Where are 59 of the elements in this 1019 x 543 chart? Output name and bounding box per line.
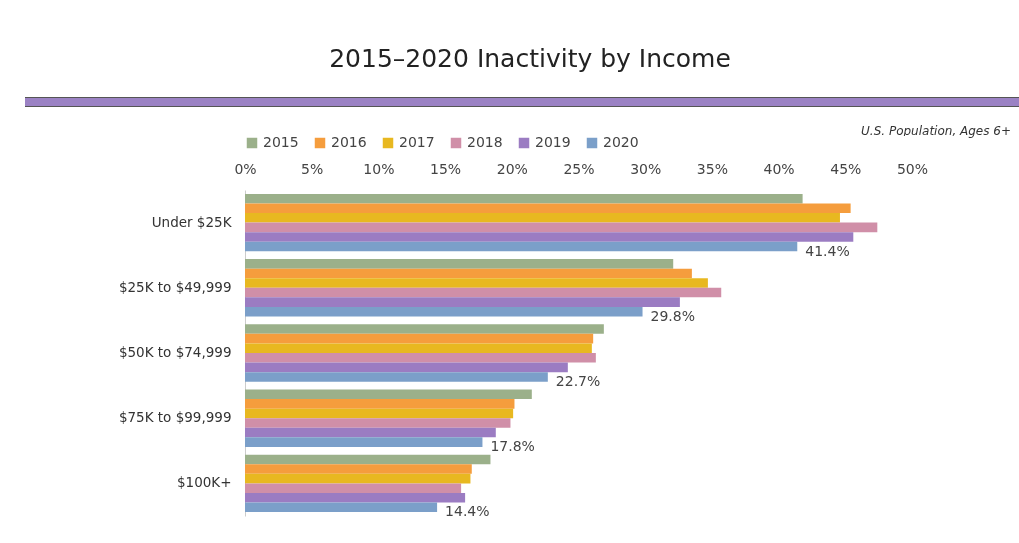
bar bbox=[245, 193, 803, 204]
bar bbox=[245, 343, 592, 353]
bar bbox=[245, 222, 878, 233]
bar bbox=[245, 324, 604, 334]
data-label: 17.8% bbox=[490, 438, 535, 455]
x-tick-label: 25% bbox=[563, 160, 595, 177]
x-tick-label: 40% bbox=[763, 160, 795, 177]
bar bbox=[245, 473, 471, 484]
data-label: 29.8% bbox=[650, 307, 696, 324]
y-tick-label: $100K+ bbox=[176, 474, 232, 491]
bar bbox=[245, 389, 532, 400]
data-label: 14.4% bbox=[445, 503, 490, 520]
y-tick-label: $25K to $49,999 bbox=[118, 278, 232, 295]
bar bbox=[245, 333, 594, 344]
y-tick-label: $75K to $99,999 bbox=[118, 409, 232, 426]
bar bbox=[245, 241, 798, 252]
x-tick-label: 50% bbox=[896, 160, 929, 177]
bar bbox=[245, 203, 851, 214]
x-tick-label: 10% bbox=[363, 160, 395, 177]
x-tick-label: 35% bbox=[696, 160, 728, 177]
legend-label: 2018 bbox=[467, 134, 503, 150]
bar bbox=[245, 437, 483, 447]
legend-label: 2019 bbox=[535, 134, 571, 150]
x-tick-label: 0% bbox=[234, 160, 257, 177]
bar bbox=[245, 306, 643, 317]
x-tick-label: 20% bbox=[496, 160, 528, 177]
legend-label: 2016 bbox=[331, 134, 367, 150]
chart-subtitle: U.S. Population, Ages 6+ bbox=[861, 124, 1011, 138]
bar bbox=[245, 492, 466, 503]
legend-label: 2020 bbox=[603, 134, 639, 150]
bar bbox=[245, 408, 514, 419]
x-tick-label: 45% bbox=[830, 160, 862, 177]
bar bbox=[245, 278, 708, 288]
bar bbox=[245, 418, 511, 428]
y-tick-label: $50K to $74,999 bbox=[118, 344, 232, 360]
bar bbox=[245, 399, 515, 409]
bar bbox=[245, 372, 548, 382]
x-tick-label: 5% bbox=[301, 160, 324, 177]
bar bbox=[245, 213, 840, 223]
x-tick-label: 15% bbox=[430, 160, 462, 177]
chart-title: 2015–2020 Inactivity by Income bbox=[328, 44, 732, 73]
bar bbox=[245, 268, 692, 279]
bar bbox=[245, 353, 596, 363]
x-tick-label: 30% bbox=[630, 160, 662, 177]
legend-label: 2015 bbox=[263, 134, 299, 150]
bar bbox=[245, 297, 680, 307]
y-tick-label: Under $25K bbox=[151, 213, 233, 230]
bar bbox=[245, 464, 472, 474]
bar bbox=[245, 502, 438, 513]
data-label: 41.4% bbox=[805, 242, 850, 259]
legend-label: 2017 bbox=[399, 134, 435, 150]
data-label: 22.7% bbox=[555, 372, 601, 389]
bar bbox=[245, 454, 491, 465]
bar bbox=[245, 287, 722, 298]
bar bbox=[245, 259, 674, 269]
bar bbox=[245, 362, 568, 373]
bar bbox=[245, 232, 854, 242]
bar bbox=[245, 483, 462, 493]
bar bbox=[245, 427, 496, 438]
